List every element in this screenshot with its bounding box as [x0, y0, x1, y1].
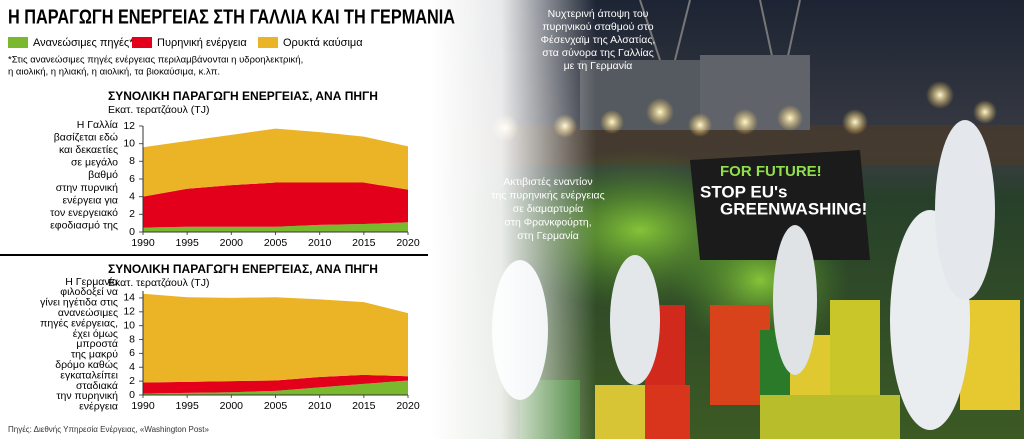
y-tick-label: 0	[129, 226, 135, 238]
charts: ΣΥΝΟΛΙΚΗ ΠΑΡΑΓΩΓΗ ΕΝΕΡΓΕΙΑΣ, ΑΝΑ ΠΗΓΗΕκα…	[40, 89, 420, 412]
legend-swatch	[258, 37, 278, 48]
photo-caption: στη Φρανκφούρτη,	[504, 216, 591, 228]
chart-title: ΣΥΝΟΛΙΚΗ ΠΑΡΑΓΩΓΗ ΕΝΕΡΓΕΙΑΣ, ΑΝΑ ΠΗΓΗ	[108, 262, 378, 276]
area	[143, 182, 408, 228]
banner-text: GREENWASHING!	[720, 199, 867, 218]
side-note: γίνει ηγέτιδα στις	[40, 297, 118, 309]
area	[143, 222, 408, 232]
side-note: τον ενεργειακό	[50, 207, 118, 219]
side-note: σταδιακά	[76, 380, 118, 392]
photo	[430, 0, 1024, 439]
y-tick-label: 6	[129, 173, 135, 185]
x-tick-label: 2015	[352, 400, 376, 412]
page-title: Η ΠΑΡΑΓΩΓΗ ΕΝΕΡΓΕΙΑΣ ΣΤΗ ΓΑΛΛΙΑ ΚΑΙ ΤΗ Γ…	[8, 6, 455, 28]
y-tick-label: 0	[129, 389, 135, 401]
legend-swatch	[8, 37, 28, 48]
side-note: στην πυρνική	[56, 182, 118, 194]
photo-caption: σε διαμαρτυρία	[513, 203, 584, 215]
y-tick-label: 6	[129, 347, 135, 359]
x-tick-label: 2010	[308, 237, 332, 249]
banner-text: STOP EU's	[700, 182, 788, 201]
area	[143, 374, 408, 394]
side-note: έχει όμως	[73, 328, 118, 340]
x-tick-label: 2020	[396, 400, 420, 412]
y-tick-label: 12	[123, 306, 135, 318]
footnote: *Στις ανανεώσιμες πηγές ενέργειας περιλα…	[8, 55, 303, 78]
legend-label: Πυρηνική ενέργεια	[157, 37, 247, 49]
banners: FOR FUTURE! STOP EU's GREENWASHING!	[700, 163, 867, 219]
y-tick-label: 2	[129, 375, 135, 387]
y-tick-label: 12	[123, 120, 135, 132]
photo-caption: στη Γερμανία	[517, 230, 579, 242]
source: Πηγές: Διεθνής Υπηρεσία Ενέργειας, «Wash…	[8, 425, 210, 434]
x-tick-label: 2005	[264, 237, 288, 249]
photo-caption: της πυρηνικής ενέργειας	[491, 189, 604, 201]
y-tick-label: 4	[129, 361, 135, 373]
legend: Ανανεώσιμες πηγές* Πυρηνική ενέργεια Ορυκτ…	[8, 37, 363, 49]
x-tick-label: 2015	[352, 237, 376, 249]
side-note: Η Γαλλία	[77, 119, 118, 131]
photo-caption: πυρηνικού σταθμού στο	[542, 21, 653, 33]
area	[143, 293, 408, 383]
side-note: δρόμο καθώς	[55, 359, 118, 371]
banner-text: FOR FUTURE!	[720, 163, 822, 180]
x-tick-label: 1990	[131, 400, 155, 412]
side-note: ανανεώσιμες	[58, 307, 118, 319]
chart-subtitle: Εκατ. τερατζάουλ (TJ)	[108, 104, 209, 116]
side-note: της μακρύ	[71, 349, 118, 361]
y-tick-label: 10	[123, 137, 135, 149]
area	[143, 380, 408, 395]
x-tick-label: 2000	[220, 237, 244, 249]
side-note: Η Γερμανία	[65, 276, 118, 288]
photo-caption: με τη Γερμανία	[564, 60, 633, 72]
chart-subtitle: Εκατ. τερατζάουλ (TJ)	[108, 277, 209, 289]
side-note: εφοδιασμό της	[50, 220, 118, 232]
x-tick-label: 1990	[131, 237, 155, 249]
legend-label: Ανανεώσιμες πηγές*	[33, 37, 134, 49]
x-tick-label: 2010	[308, 400, 332, 412]
side-note: εγκαταλείπει	[60, 369, 118, 381]
side-note: φιλοδοξεί να	[60, 286, 118, 298]
footnote-line: η αιολική, η ηλιακή, η αιολική, τα βιοκα…	[8, 67, 220, 78]
side-note: ενέργεια για	[63, 194, 119, 206]
x-tick-label: 2005	[264, 400, 288, 412]
side-note: σε μεγάλο	[71, 157, 118, 169]
chart-title: ΣΥΝΟΛΙΚΗ ΠΑΡΑΓΩΓΗ ΕΝΕΡΓΕΙΑΣ, ΑΝΑ ΠΗΓΗ	[108, 89, 378, 103]
side-note: την πυρηνική	[56, 390, 118, 402]
y-tick-label: 8	[129, 333, 135, 345]
photo-caption: στα σύνορα της Γαλλίας	[542, 47, 654, 59]
side-note: μπροστά	[76, 338, 118, 350]
legend-swatch	[132, 37, 152, 48]
footnote-line: *Στις ανανεώσιμες πηγές ενέργειας περιλα…	[8, 55, 303, 66]
x-tick-label: 2000	[220, 400, 244, 412]
photo-caption: Φέσενχαϊμ της Αλσατίας,	[541, 34, 656, 46]
x-tick-label: 1995	[175, 400, 199, 412]
y-tick-label: 2	[129, 208, 135, 220]
side-note: ενέργεια	[79, 401, 118, 413]
legend-label: Ορυκτά καύσιμα	[283, 37, 363, 49]
side-note: βαθμό	[88, 169, 118, 181]
photo-caption: Νυχτερινή άποψη του	[548, 8, 649, 20]
photo-caption: Ακτιβιστές εναντίον	[503, 176, 592, 188]
y-tick-label: 4	[129, 190, 135, 202]
side-note: βασίζεται εδώ	[54, 131, 118, 143]
x-tick-label: 1995	[175, 237, 199, 249]
side-note: πηγές ενέργειας,	[40, 317, 118, 329]
y-tick-label: 14	[123, 292, 135, 304]
y-tick-label: 8	[129, 155, 135, 167]
x-tick-label: 2020	[396, 237, 420, 249]
area	[143, 128, 408, 197]
y-tick-label: 10	[123, 319, 135, 331]
side-note: και δεκαετίες	[59, 144, 118, 156]
